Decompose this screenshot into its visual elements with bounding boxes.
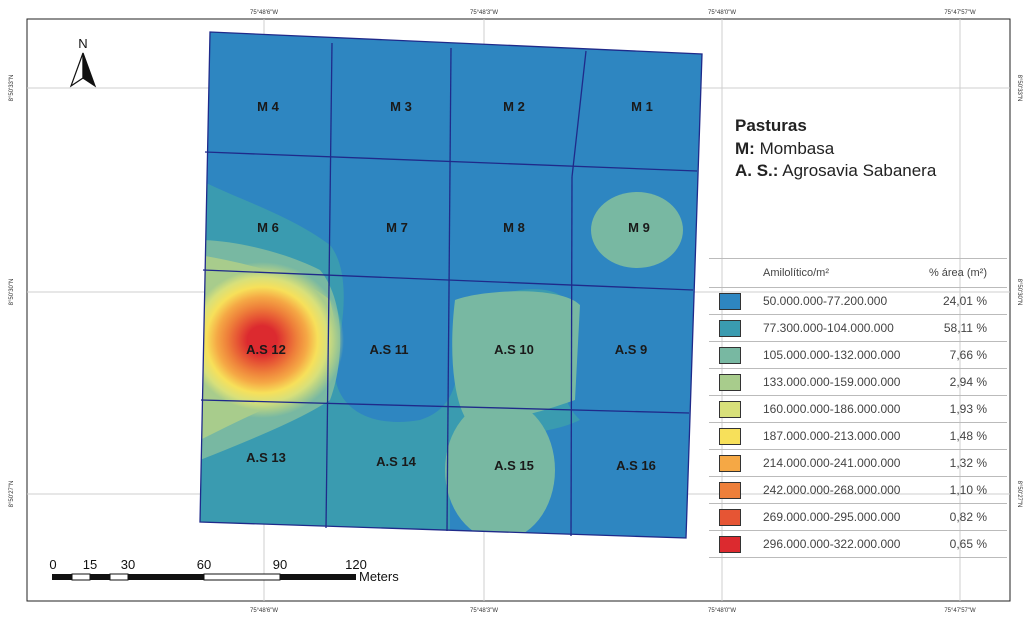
legend-swatch [719,374,741,391]
legend-pct: 0,65 % [918,531,1007,558]
legend-row: 105.000.000-132.000.000 7,66 % [709,342,1007,369]
legend-range: 77.300.000-104.000.000 [751,315,918,342]
scale-tick-15: 15 [83,557,97,572]
coord-left-1: 8°50'33"N [9,75,15,102]
scale-tick-0: 0 [49,557,56,572]
coord-top-4: 75°47'57"W [944,10,976,16]
legend-row: 296.000.000-322.000.000 0,65 % [709,531,1007,558]
coord-bottom-3: 75°48'0"W [708,608,736,614]
legend-row: 214.000.000-241.000.000 1,32 % [709,450,1007,477]
legend-swatch [719,536,741,553]
legend-range: 214.000.000-241.000.000 [751,450,918,477]
plot-label-m8: M 8 [503,220,525,235]
plot-label-m7: M 7 [386,220,408,235]
coord-top-1: 75°48'6"W [250,10,278,16]
coord-bottom-1: 75°48'6"W [250,608,278,614]
legend-row: 77.300.000-104.000.000 58,11 % [709,315,1007,342]
legend-pct: 1,10 % [918,477,1007,504]
plot-label-m2: M 2 [503,99,525,114]
legend-range: 242.000.000-268.000.000 [751,477,918,504]
plot-label-m9: M 9 [628,220,650,235]
legend-title: Pasturas [735,116,936,136]
scale-tick-60: 60 [197,557,211,572]
coord-left-3: 8°50'27"N [9,481,15,508]
legend-swatch [719,347,741,364]
legend-swatch [719,293,741,310]
legend-swatch [719,455,741,472]
legend-header-row: Amilolítico/m² % área (m²) [709,259,1007,288]
legend-swatch [719,428,741,445]
legend-swatch [719,482,741,499]
legend-body: 50.000.000-77.200.000 24,01 % 77.300.000-1… [709,288,1007,558]
plot-label-as16: A.S 16 [616,458,656,473]
scale-bar [52,574,356,580]
north-label: N [78,36,87,51]
legend-swatch [719,320,741,337]
plot-label-as14: A.S 14 [376,454,417,469]
plot-label-m6: M 6 [257,220,279,235]
legend-row: 50.000.000-77.200.000 24,01 % [709,288,1007,315]
plot-label-as12: A.S 12 [246,342,286,357]
legend-value-as: Agrosavia Sabanera [782,161,936,180]
legend-range: 133.000.000-159.000.000 [751,369,918,396]
coord-bottom-4: 75°47'57"W [944,608,976,614]
legend-range: 160.000.000-186.000.000 [751,396,918,423]
legend-description: Pasturas M: Mombasa A. S.: Agrosavia Sab… [735,116,936,182]
legend-swatch [719,509,741,526]
scale-tick-30: 30 [121,557,135,572]
north-arrow-icon [71,53,95,86]
legend-table: Amilolítico/m² % área (m²) 50.000.000-77… [709,258,1007,558]
legend-value-m: Mombasa [760,139,835,158]
legend-row: 269.000.000-295.000.000 0,82 % [709,504,1007,531]
coord-top-3: 75°48'0"W [708,10,736,16]
legend-key-as: A. S.: [735,161,778,180]
coord-top-2: 75°48'3"W [470,10,498,16]
plot-label-as10: A.S 10 [494,342,534,357]
legend-header-pct: % área (m²) [918,259,1007,288]
scale-unit: Meters [359,569,399,584]
coord-bottom-2: 75°48'3"W [470,608,498,614]
legend-swatch [719,401,741,418]
plot-label-as11: A.S 11 [369,342,408,357]
legend-range: 187.000.000-213.000.000 [751,423,918,450]
legend-row: 187.000.000-213.000.000 1,48 % [709,423,1007,450]
legend-pct: 1,32 % [918,450,1007,477]
legend-pct: 58,11 % [918,315,1007,342]
coord-right-2: 8°50'30"N [1016,279,1022,306]
coord-right-3: 8°50'27"N [1016,481,1022,508]
legend-row: 160.000.000-186.000.000 1,93 % [709,396,1007,423]
plot-label-as15: A.S 15 [494,458,534,473]
plot-label-as9: A.S 9 [615,342,648,357]
legend-row: 133.000.000-159.000.000 2,94 % [709,369,1007,396]
plot-label-as13: A.S 13 [246,450,286,465]
legend-pct: 0,82 % [918,504,1007,531]
legend-pct: 7,66 % [918,342,1007,369]
legend-range: 269.000.000-295.000.000 [751,504,918,531]
legend-range: 105.000.000-132.000.000 [751,342,918,369]
legend-key-m: M: [735,139,755,158]
legend-pct: 2,94 % [918,369,1007,396]
coord-left-2: 8°50'30"N [9,279,15,306]
plot-label-m1: M 1 [631,99,653,114]
plot-label-m4: M 4 [257,99,279,114]
plot-label-m3: M 3 [390,99,412,114]
legend-pct: 1,48 % [918,423,1007,450]
legend-pct: 1,93 % [918,396,1007,423]
coord-right-1: 8°50'33"N [1016,75,1022,102]
legend-header-range: Amilolítico/m² [751,259,918,288]
legend-range: 50.000.000-77.200.000 [751,288,918,315]
legend-pct: 24,01 % [918,288,1007,315]
scale-tick-90: 90 [273,557,287,572]
legend-item-as: A. S.: Agrosavia Sabanera [735,160,936,182]
legend-range: 296.000.000-322.000.000 [751,531,918,558]
legend-row: 242.000.000-268.000.000 1,10 % [709,477,1007,504]
legend-item-m: M: Mombasa [735,138,936,160]
